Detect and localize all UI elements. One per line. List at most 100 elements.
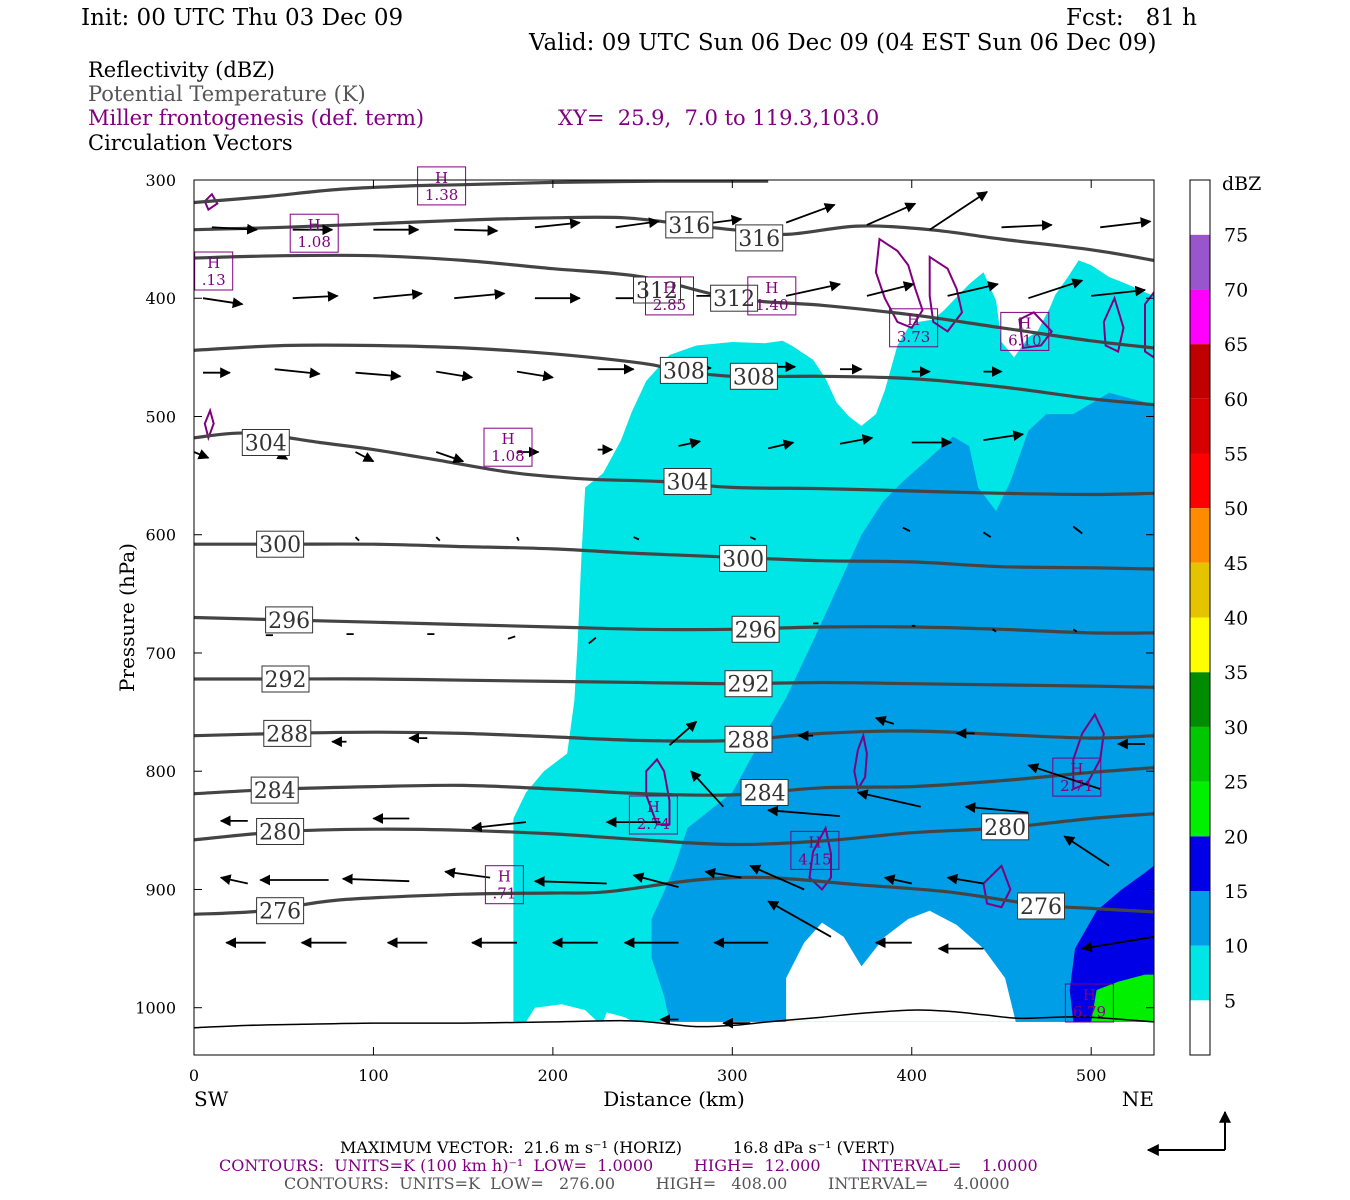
frontogenesis-high-value: 1.08 [297, 233, 330, 251]
frontogenesis-high-value: 1.08 [491, 447, 524, 465]
circulation-vector [874, 715, 895, 727]
colorbar-frame [1189, 179, 1211, 1056]
theta-label-box [719, 544, 768, 572]
circulation-vector [1100, 217, 1152, 229]
y-axis-label: Pressure (hPa) [115, 543, 139, 692]
theta-contour-292 [194, 677, 1154, 689]
colorbar-segment [1190, 726, 1210, 782]
theta-label-box [731, 615, 780, 643]
frontogenesis-high-value: 6.79 [1073, 1003, 1106, 1021]
frontogenesis-high-symbol: H [435, 169, 448, 187]
circulation-vector [883, 874, 912, 885]
colorbar-segment [1190, 398, 1210, 454]
frontogenesis-high-value: .71 [492, 885, 516, 903]
circulation-vector [1072, 525, 1083, 535]
colorbar-segment [1190, 836, 1210, 891]
circulation-vector [516, 536, 520, 542]
colorbar-tick-label: 65 [1224, 334, 1248, 356]
theta-label-text: 300 [722, 547, 764, 572]
theta-contour-320 [194, 180, 769, 205]
frontogenesis-high-value: 6.10 [1008, 331, 1041, 349]
frontogenesis-high-symbol: H [907, 311, 920, 329]
colorbar-segment [1190, 508, 1210, 563]
y-tick-label: 800 [145, 762, 176, 781]
theta-contour-288 [194, 729, 1154, 743]
x-tick-label: 300 [717, 1066, 748, 1085]
circulation-vector [1081, 935, 1154, 953]
y-tick-label: 400 [145, 289, 176, 308]
colorbar-tick-label: 40 [1224, 608, 1248, 630]
colorbar-tick-label: 30 [1224, 717, 1248, 739]
circulation-vector [749, 864, 805, 891]
frontogenesis-contour [203, 192, 219, 212]
theta-contour-caption: CONTOURS: UNITS=K LOW= 276.00 HIGH= 408.… [284, 1174, 1010, 1193]
circulation-vector [534, 218, 581, 229]
circulation-vector [588, 636, 597, 645]
circulation-vector [1027, 763, 1101, 790]
theta-label-box [724, 725, 773, 753]
theta-contour-284 [194, 766, 1154, 797]
frontogenesis-high-marker: H2.74 [628, 795, 678, 835]
circulation-vector [785, 203, 836, 224]
reflectivity-area-10dbz [651, 392, 1154, 1022]
reflectivity-clear-area [603, 1012, 634, 1022]
circulation-vector [1091, 285, 1147, 297]
frontogenesis-high-symbol: H [207, 254, 220, 272]
circulation-vector [983, 531, 992, 538]
frontogenesis-contour [982, 864, 1012, 909]
frontogenesis-high-value: 4.15 [798, 850, 831, 868]
circulation-vector [373, 289, 423, 300]
theta-contour-label-304: 304 [241, 429, 290, 457]
theta-label-text: 296 [735, 618, 777, 643]
theta-label-text: 308 [663, 359, 705, 384]
colorbar-segment [1190, 781, 1210, 837]
theta-contour-label-280: 280 [981, 813, 1030, 841]
colorbar-segment [1190, 289, 1210, 345]
frontogenesis-high-box [289, 213, 339, 253]
frontogenesis-high-marker: H.71 [484, 865, 524, 905]
plot-frame [193, 179, 1155, 1056]
frontogenesis-high-marker: H2.85 [645, 276, 694, 316]
theta-label-box [265, 606, 314, 634]
theta-label-box [710, 284, 759, 312]
circulation-vector [866, 202, 917, 226]
colorbar-segment [1190, 617, 1210, 673]
frontogenesis-high-symbol: H [501, 430, 514, 448]
miller-contour-caption: CONTOURS: UNITS=K (100 km h)⁻¹ LOW= 1.00… [219, 1156, 1038, 1175]
circulation-vector [690, 770, 724, 808]
circulation-vector [533, 876, 607, 887]
ne-endpoint-label: NE [1122, 1087, 1154, 1111]
theta-label-text: 288 [728, 728, 770, 753]
theta-contour-label-276: 276 [1017, 892, 1065, 920]
theta-contour-label-288: 288 [263, 719, 312, 747]
circulation-vector [454, 225, 499, 236]
colorbar-segment [1190, 344, 1210, 399]
circulation-vector [946, 873, 984, 885]
theta-label-box [261, 665, 310, 693]
theta-label-box [735, 224, 784, 252]
colorbar-segment [1190, 1000, 1210, 1055]
theta-label-text: 276 [259, 900, 301, 925]
colorbar-segment [1190, 672, 1210, 727]
frontogenesis-contour [853, 732, 868, 792]
theta-contour-label-292: 292 [724, 670, 773, 698]
circulation-vector [274, 367, 321, 379]
y-tick-label: 900 [145, 880, 176, 899]
circulation-vector [471, 821, 527, 833]
theta-label-text: 300 [259, 533, 301, 558]
y-tick-label: 1000 [135, 999, 176, 1018]
circulation-vector [436, 370, 474, 382]
theta-contour-label-296: 296 [731, 615, 780, 643]
circulation-vector [929, 191, 989, 231]
theta-label-box [729, 362, 778, 390]
colorbar-tick-label: 10 [1224, 936, 1248, 958]
circulation-vector [749, 536, 756, 541]
circulation-vector [992, 628, 997, 633]
frontogenesis-high-marker: H1.40 [747, 276, 797, 316]
theta-contour-label-292: 292 [261, 665, 310, 693]
theta-contour-label-308: 308 [729, 362, 778, 390]
theta-contour-label-312: 312 [710, 284, 759, 312]
y-tick-label: 600 [145, 526, 176, 545]
circulation-vector [341, 873, 410, 885]
circulation-vector [767, 439, 795, 450]
